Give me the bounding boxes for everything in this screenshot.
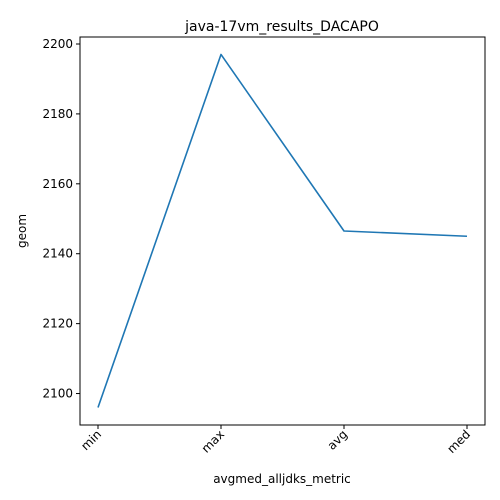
y-tick-label: 2140 xyxy=(42,247,73,261)
series-group xyxy=(97,53,468,408)
y-tick-label: 2120 xyxy=(42,317,73,331)
axes-frame xyxy=(79,36,486,426)
chart-title: java-17vm_results_DACAPO xyxy=(184,19,379,35)
y-axis: 2100 2120 2140 2160 2180 2200 xyxy=(42,37,80,401)
y-tick-label: 2160 xyxy=(42,177,73,191)
series-line xyxy=(97,53,468,408)
plot-area xyxy=(79,36,486,426)
y-axis-label: geom xyxy=(15,214,29,248)
y-tick-label: 2200 xyxy=(42,37,73,51)
y-tick-label: 2100 xyxy=(42,387,73,401)
y-tick-label: 2180 xyxy=(42,107,73,121)
x-axis-label: avgmed_alljdks_metric xyxy=(213,472,351,486)
